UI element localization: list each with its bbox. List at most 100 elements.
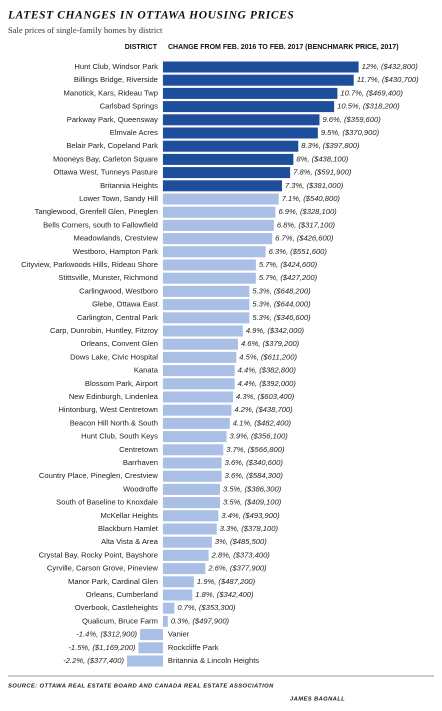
value-label: 2.8%, ($373,400) [211, 550, 271, 559]
category-label: McKellar Heights [101, 511, 159, 520]
category-label: Kanata [134, 366, 159, 375]
category-label: Carlington, Central Park [77, 313, 158, 322]
category-label: Centretown [119, 445, 158, 454]
value-label: -1.5%, ($1,169,200) [68, 643, 136, 652]
value-label: 6.3%, ($551,600) [269, 247, 328, 256]
value-label: 4.1%, ($482,400) [233, 418, 292, 427]
value-label: 0.3%, ($497,900) [171, 616, 230, 625]
bar [162, 140, 299, 152]
chart-subtitle: Sale prices of single-family homes by di… [8, 25, 163, 35]
bar [162, 536, 212, 548]
category-label: Carlsbad Springs [100, 102, 158, 111]
chart-title: LATEST CHANGES IN OTTAWA HOUSING PRICES [7, 10, 294, 22]
category-label: Westboro, Hampton Park [73, 247, 158, 256]
bar [162, 589, 193, 601]
category-label: Bells Corners, south to Fallowfield [43, 220, 158, 229]
bar [162, 101, 335, 113]
value-label: 5.3%, ($346,600) [252, 313, 311, 322]
category-label: Dows Lake, Civic Hospital [70, 352, 158, 361]
bar [162, 312, 250, 324]
value-label: 0.7%, ($353,300) [177, 603, 236, 612]
bar [162, 391, 234, 403]
category-label: Glebe, Ottawa East [92, 300, 159, 309]
value-label: 3.7%, ($566,800) [226, 445, 285, 454]
bar [162, 114, 320, 126]
bar [162, 246, 266, 258]
bar [162, 404, 232, 416]
value-label: 4.9%, ($342,000) [246, 326, 305, 335]
value-label: 3.9%, ($356,100) [230, 432, 289, 441]
value-header: CHANGE FROM FEB. 2016 TO FEB. 2017 (BENC… [168, 44, 399, 51]
value-label: 8.3%, ($397,800) [301, 141, 360, 150]
bar [162, 193, 279, 205]
category-label: Carlingwood, Westboro [79, 286, 158, 295]
category-label: Country Place, Pineglen, Crestview [39, 471, 159, 480]
value-label: 4.4%, ($392,000) [238, 379, 297, 388]
bar [162, 483, 220, 495]
value-label: 5.3%, ($644,000) [252, 300, 311, 309]
bar [162, 180, 282, 192]
bar [162, 167, 291, 179]
bar [162, 444, 224, 456]
category-label: Beacon Hill North & South [70, 418, 158, 427]
bar [162, 351, 237, 363]
category-label: Hunt Club, Windsor Park [74, 62, 158, 71]
bar [162, 233, 273, 245]
category-label: Alta Vista & Area [101, 537, 159, 546]
category-label: Blackburn Hamlet [98, 524, 159, 533]
value-label: 3.6%, ($340,600) [225, 458, 284, 467]
bar [162, 74, 354, 86]
category-label: Hintonburg, West Centretown [58, 405, 157, 414]
value-label: 1.8%, ($342,400) [195, 590, 254, 599]
value-label: 9.6%, ($359,600) [322, 115, 381, 124]
category-header: DISTRICT [125, 44, 158, 51]
category-label: Meadowlands, Crestview [74, 234, 159, 243]
category-label: Orleans, Convent Glen [81, 339, 158, 348]
bar [162, 523, 217, 535]
value-label: 6.8%, ($317,100) [277, 220, 336, 229]
bar [162, 127, 318, 139]
bar [162, 61, 359, 73]
category-label: Manor Park, Cardinal Glen [68, 577, 158, 586]
category-label: Woodroffe [123, 484, 158, 493]
bar [140, 629, 163, 641]
value-label: 2.6%, ($377,900) [207, 564, 267, 573]
bar [162, 576, 194, 588]
credit: JAMES BAGNALL [290, 697, 345, 703]
bar [162, 378, 235, 390]
category-label: Blossom Park, Airport [85, 379, 159, 388]
bar [162, 272, 256, 284]
category-label: Belair Park, Copeland Park [66, 141, 158, 150]
bar [162, 417, 230, 429]
bar [162, 615, 168, 627]
category-label: Lower Town, Sandy Hill [79, 194, 158, 203]
category-label: Britannia & Lincoln Heights [168, 656, 259, 665]
value-label: 7.8%, ($591,900) [293, 168, 352, 177]
value-label: 6.7%, ($426,600) [275, 234, 334, 243]
value-label: 3.6%, ($584,300) [225, 471, 284, 480]
category-label: New Edinburgh, Lindenlea [69, 392, 159, 401]
value-label: 4.3%, ($603,400) [236, 392, 295, 401]
value-label: 3.4%, ($493,900) [221, 511, 280, 520]
value-label: 6.9%, ($328,100) [278, 207, 337, 216]
value-label: 4.2%, ($438,700) [234, 405, 293, 414]
category-label: Rockcliffe Park [168, 643, 219, 652]
bar [162, 602, 175, 614]
category-label: Cyrville, Carson Grove, Pineview [47, 564, 159, 573]
value-label: 11.7%, ($430,700) [357, 75, 419, 84]
category-label: Mooneys Bay, Carleton Square [53, 154, 158, 163]
value-label: 12%, ($432,800) [362, 62, 419, 71]
category-label: South of Baseline to Knoxdale [56, 498, 158, 507]
bar [162, 365, 235, 377]
bar [162, 299, 250, 311]
category-label: Barrhaven [123, 458, 158, 467]
value-label: 7.3%, ($381,000) [285, 181, 344, 190]
bar [162, 510, 219, 522]
source: SOURCE: OTTAWA REAL ESTATE BOARD AND CAN… [8, 684, 274, 690]
bar [162, 470, 222, 482]
value-label: 3.3%, ($378,100) [220, 524, 279, 533]
bar [162, 87, 338, 99]
value-label: 8%, ($438,100) [296, 154, 348, 163]
value-label: 3.5%, ($386,300) [223, 484, 282, 493]
